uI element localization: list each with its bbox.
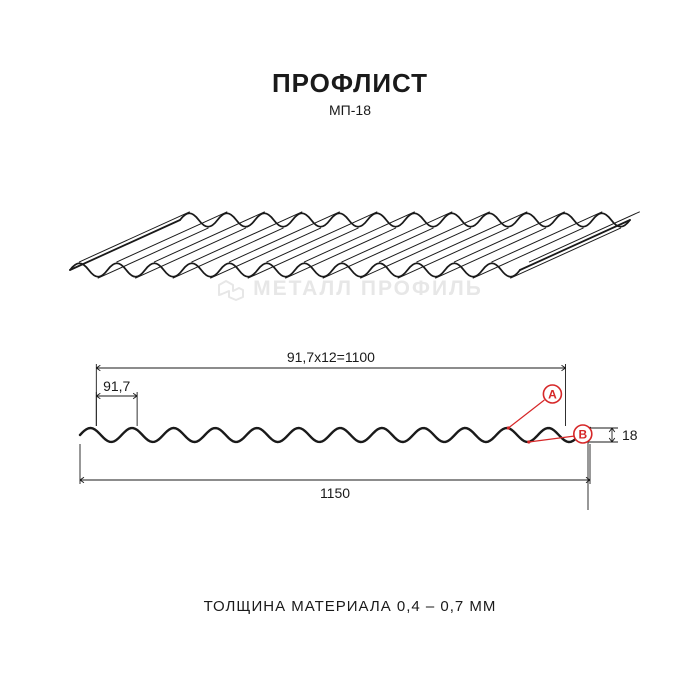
svg-text:B: B xyxy=(578,428,587,442)
watermark: МЕТАЛЛ ПРОФИЛЬ xyxy=(0,277,700,301)
diagram-page: ПРОФЛИСТ МП-18 МЕТАЛЛ ПРОФИЛЬ 91,7х12=11… xyxy=(0,0,700,700)
watermark-text: МЕТАЛЛ ПРОФИЛЬ xyxy=(253,277,483,301)
section-drawing: 91,7х12=1100 91,7 1150 18 A B xyxy=(80,349,638,510)
page-title: ПРОФЛИСТ xyxy=(0,68,700,99)
iso-sheet xyxy=(70,212,639,278)
section-view: 91,7х12=1100 91,7 1150 18 A B xyxy=(50,340,650,510)
page-subtitle: МП-18 xyxy=(0,102,700,118)
watermark-logo-icon xyxy=(217,277,245,301)
svg-text:A: A xyxy=(548,388,557,402)
isometric-view xyxy=(60,145,640,295)
svg-text:18: 18 xyxy=(622,427,638,443)
svg-text:91,7: 91,7 xyxy=(103,378,130,394)
svg-text:1150: 1150 xyxy=(320,485,350,501)
footer-note: ТОЛЩИНА МАТЕРИАЛА 0,4 – 0,7 ММ xyxy=(0,598,700,615)
svg-text:91,7х12=1100: 91,7х12=1100 xyxy=(287,349,375,365)
